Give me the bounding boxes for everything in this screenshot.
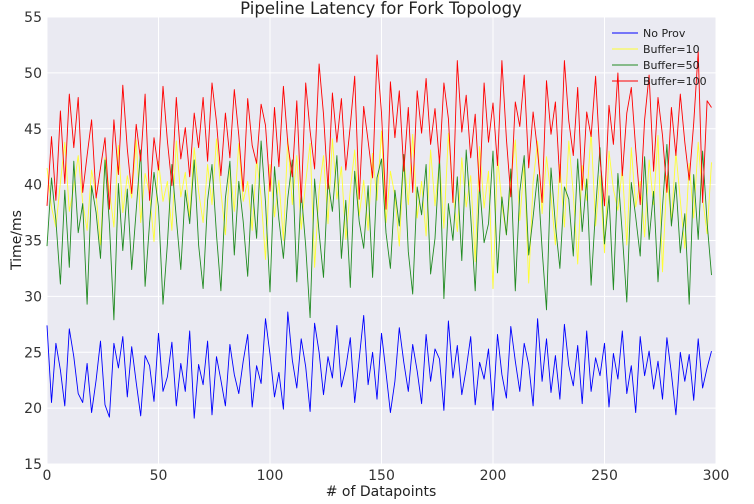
x-tick-label: 300: [703, 468, 730, 484]
legend-label: Buffer=10: [643, 43, 700, 56]
y-tick-label: 20: [24, 401, 42, 417]
series-line-buffer-100: [46, 51, 712, 210]
y-tick-label: 35: [24, 234, 42, 250]
grid: [46, 16, 717, 465]
x-tick-label: 0: [43, 468, 52, 484]
y-tick-label: 55: [24, 10, 42, 26]
y-tick-label: 30: [24, 289, 42, 305]
series-line-buffer-10: [46, 130, 712, 290]
legend-label: Buffer=50: [643, 59, 700, 72]
legend-label: No Prov: [643, 27, 686, 40]
x-tick-label: 150: [368, 468, 395, 484]
x-tick-label: 250: [591, 468, 618, 484]
y-tick-label: 15: [24, 457, 42, 473]
legend-label: Buffer=100: [643, 75, 707, 88]
x-tick-label: 100: [257, 468, 284, 484]
series-line-no-prov: [46, 311, 712, 419]
y-axis-label: Time/ms: [9, 210, 25, 271]
y-tick-label: 50: [24, 66, 42, 82]
y-tick-label: 40: [24, 178, 42, 194]
x-tick-label: 200: [480, 468, 507, 484]
legend: No Prov Buffer=10 Buffer=50 Buffer=100: [612, 27, 707, 88]
ticks: 0 50 100 150 200 250 300 15 20 25 30 35 40 45 50 55: [24, 10, 729, 484]
y-tick-label: 25: [24, 345, 42, 361]
x-axis-label: # of Datapoints: [326, 484, 437, 500]
series-layer: [46, 51, 712, 419]
chart-title: Pipeline Latency for Fork Topology: [240, 0, 522, 18]
y-tick-label: 45: [24, 122, 42, 138]
x-tick-label: 50: [150, 468, 168, 484]
